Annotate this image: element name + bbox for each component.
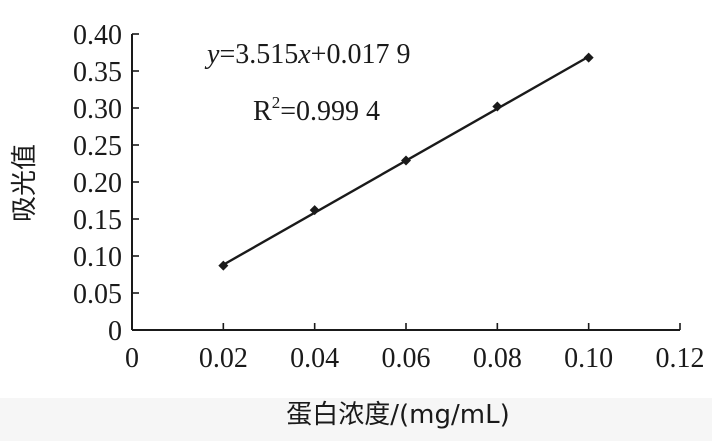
ticks: 0 0.02 0.04 0.06 0.08 0.10 0.12 0 0.05 0.10 0.15 0.…: [73, 20, 705, 374]
r-squared-r: R: [253, 96, 272, 127]
x-tick-label: 0.12: [656, 343, 705, 374]
y-tick-label: 0.05: [73, 279, 122, 310]
r-squared-annotation: R2=0.999 4: [253, 93, 380, 127]
data-point: [218, 260, 229, 271]
y-tick-label: 0.30: [73, 94, 122, 125]
x-tick-label: 0: [125, 343, 139, 374]
figure-bottom-band: [0, 398, 712, 441]
y-tick-label: 0.35: [73, 57, 122, 88]
y-tick-label: 0.40: [73, 20, 122, 51]
data-point: [492, 101, 503, 112]
y-tick-label: 0.20: [73, 168, 122, 199]
equation-annotation: y=3.515x+0.017 9: [204, 39, 410, 70]
x-tick-label: 0.02: [199, 343, 248, 374]
data-point: [401, 155, 411, 166]
data-point: [309, 205, 320, 216]
equation-x-var: x: [297, 39, 311, 70]
x-tick-label: 0.04: [290, 343, 339, 374]
x-tick-label: 0.10: [564, 343, 613, 374]
equation-tail: +0.017 9: [311, 39, 411, 70]
equation-y-var: y: [204, 39, 220, 70]
y-tick-label: 0.10: [73, 242, 122, 273]
y-tick-label: 0.25: [73, 131, 122, 162]
data-points: [218, 52, 594, 271]
y-tick-label: 0: [108, 316, 122, 347]
x-axis-title: 蛋白浓度/(mg/mL): [286, 400, 509, 430]
equation-mid: =3.515: [219, 39, 298, 70]
y-tick-label: 0.15: [73, 205, 122, 236]
data-point: [583, 52, 594, 63]
y-axis-title: 吸光值: [10, 144, 40, 222]
x-tick-label: 0.08: [473, 343, 522, 374]
x-tick-label: 0.06: [382, 343, 431, 374]
r-squared-superscript: 2: [272, 93, 281, 112]
axes: [131, 34, 680, 331]
r-squared-value: =0.999 4: [280, 96, 380, 127]
